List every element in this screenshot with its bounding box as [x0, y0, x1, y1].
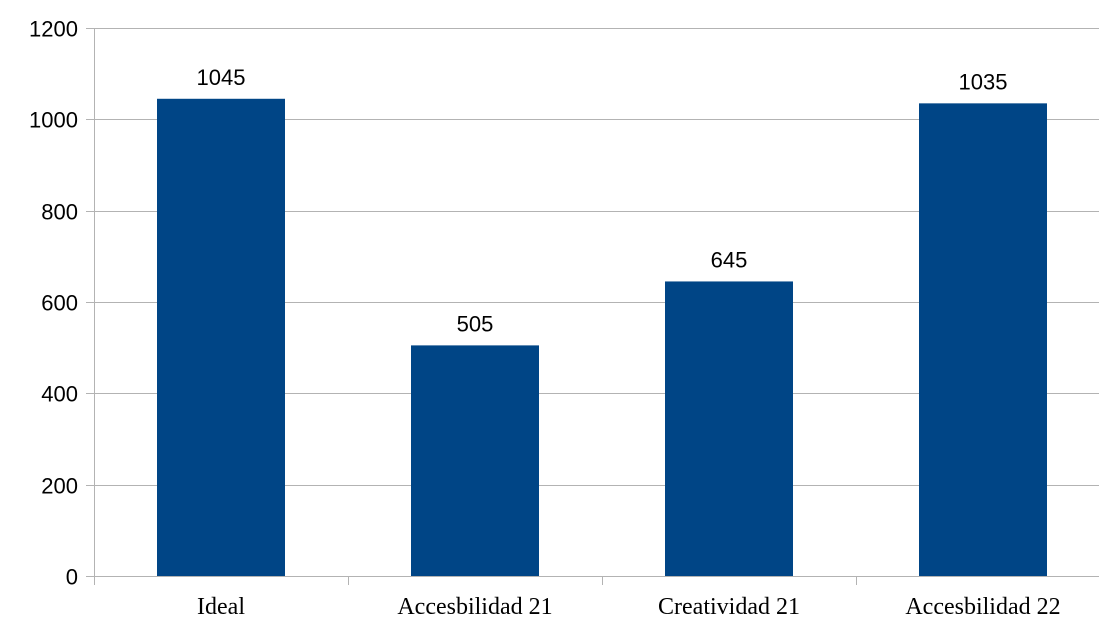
ytick-label-800: 800: [41, 200, 78, 225]
data-label-2: 645: [711, 247, 748, 272]
data-label-0: 1045: [197, 65, 246, 90]
ytick-label-200: 200: [41, 474, 78, 499]
data-label-3: 1035: [959, 69, 1008, 94]
labels: 1045 Ideal 505 Accesbilidad 21 645 Creativida…: [197, 65, 1061, 620]
bars: [157, 98, 1047, 577]
bar-3: [919, 103, 1047, 576]
axes: 0 200 400 600 800 1000 1200: [29, 17, 1099, 590]
bar-1: [411, 345, 539, 576]
xtick-label-0: Ideal: [197, 594, 245, 620]
xtick-label-3: Accesbilidad 22: [905, 594, 1060, 620]
bar-0: [157, 98, 285, 577]
ytick-label-0: 0: [66, 565, 78, 590]
ytick-label-1200: 1200: [29, 17, 78, 42]
xtick-label-2: Creatividad 21: [658, 594, 800, 620]
bar-2: [665, 281, 793, 576]
xtick-label-1: Accesbilidad 21: [397, 594, 552, 620]
data-label-1: 505: [457, 311, 494, 336]
ytick-label-1000: 1000: [29, 108, 78, 133]
ytick-label-400: 400: [41, 382, 78, 407]
ytick-label-600: 600: [41, 291, 78, 316]
